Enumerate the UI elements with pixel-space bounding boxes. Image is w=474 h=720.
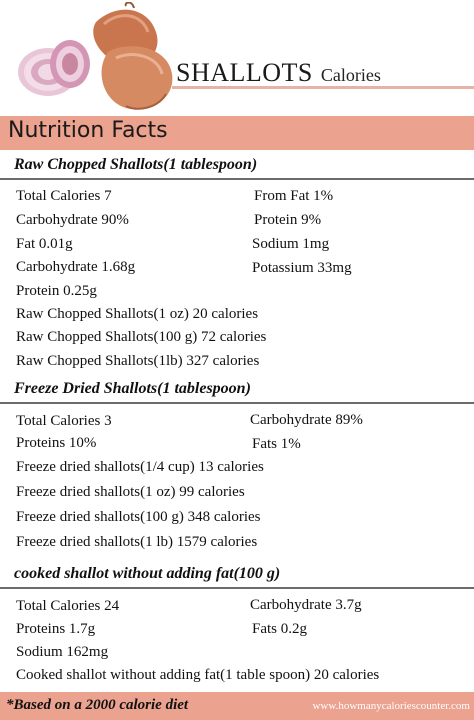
nutrient-value: Protein 0.25g <box>16 283 97 299</box>
title-underline <box>172 86 474 89</box>
serving-calories: Raw Chopped Shallots(1lb) 327 calories <box>16 353 260 369</box>
nutrient-value: Carbohydrate 1.68g <box>16 259 136 275</box>
section-cooked-heading-text: cooked shallot without adding fat(100 g) <box>14 565 281 582</box>
serving-calories: Freeze dried shallots(1/4 cup) 13 calori… <box>16 459 264 475</box>
nutrition-facts-label: Nutrition Facts <box>8 118 168 143</box>
nutrient-value: Carbohydrate 90% <box>16 212 129 228</box>
title-subtitle: Calories <box>320 65 381 85</box>
nutrient-value: Potassium 33mg <box>252 260 352 276</box>
site-url: www.howmanycaloriescounter.com <box>312 700 470 712</box>
section-freeze-dried-heading: Freeze Dried Shallots(1 tablespoon) <box>0 378 474 404</box>
nutrient-value: Total Calories 7 <box>16 188 112 204</box>
serving-calories: Freeze dried shallots(100 g) 348 calorie… <box>16 509 261 525</box>
diet-note: *Based on a 2000 calorie diet <box>6 697 189 713</box>
section-raw-heading-text: Raw Chopped Shallots(1 tablespoon) <box>14 156 258 173</box>
section-freeze-dried-heading-text: Freeze Dried Shallots(1 tablespoon) <box>14 380 251 397</box>
nutrient-value: Total Calories 24 <box>16 598 120 614</box>
serving-calories: Raw Chopped Shallots(100 g) 72 calories <box>16 329 267 345</box>
nutrient-value: Sodium 162mg <box>16 644 109 660</box>
section-raw-heading: Raw Chopped Shallots(1 tablespoon) <box>0 154 474 180</box>
footer-bar: *Based on a 2000 calorie diet www.howman… <box>0 692 474 720</box>
nutrient-value: Fats 1% <box>252 436 301 452</box>
nutrient-value: Proteins 1.7g <box>16 621 96 637</box>
nutrient-value: Fat 0.01g <box>16 236 73 252</box>
nutrient-value: Proteins 10% <box>16 435 97 451</box>
nutrient-value: Carbohydrate 89% <box>250 412 363 428</box>
nutrient-value: Total Calories 3 <box>16 413 112 429</box>
section-cooked-heading: cooked shallot without adding fat(100 g) <box>0 563 474 589</box>
nutrient-value: Sodium 1mg <box>252 236 330 252</box>
serving-calories: Freeze dried shallots(1 lb) 1579 calorie… <box>16 534 258 550</box>
nutrient-value: Carbohydrate 3.7g <box>250 597 362 613</box>
page-title: SHALLOTS Calories <box>176 58 381 88</box>
serving-calories: Freeze dried shallots(1 oz) 99 calories <box>16 484 245 500</box>
nutrient-value: Protein 9% <box>254 212 322 228</box>
header: SHALLOTS Calories <box>0 0 474 118</box>
nutrition-facts-banner: Nutrition Facts <box>0 116 474 150</box>
serving-calories: Cooked shallot without adding fat(1 tabl… <box>16 667 380 683</box>
serving-calories: Raw Chopped Shallots(1 oz) 20 calories <box>16 306 259 322</box>
shallot-photo <box>18 2 173 110</box>
nutrient-value: Fats 0.2g <box>252 621 308 637</box>
nutrient-value: From Fat 1% <box>254 188 334 204</box>
title-main: SHALLOTS <box>176 58 313 87</box>
